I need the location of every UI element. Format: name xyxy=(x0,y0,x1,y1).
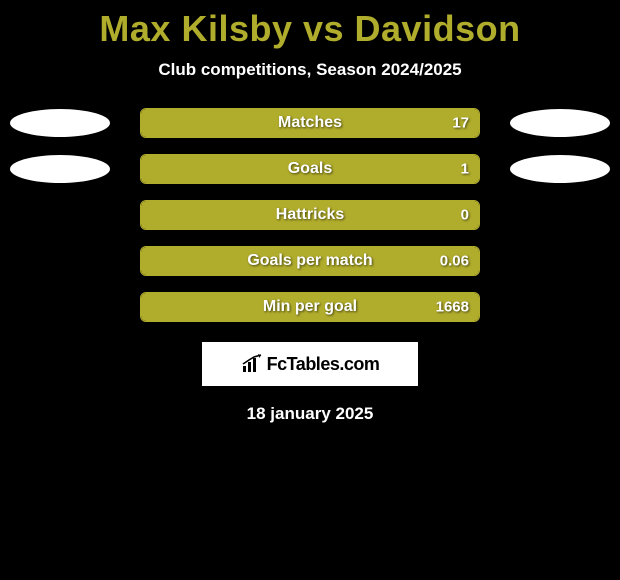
stat-value: 17 xyxy=(452,115,469,132)
stat-label: Goals xyxy=(288,160,332,178)
left-ellipse xyxy=(10,109,110,137)
stat-label: Hattricks xyxy=(276,206,344,224)
stat-bar: Min per goal 1668 xyxy=(140,292,480,322)
stat-label: Min per goal xyxy=(263,298,357,316)
footer-date: 18 january 2025 xyxy=(0,404,620,424)
stat-value: 0.06 xyxy=(440,253,469,270)
stat-value: 1668 xyxy=(436,299,469,316)
stat-label: Matches xyxy=(278,114,342,132)
stat-rows: Matches 17 Goals 1 Hattricks 0 xyxy=(0,108,620,322)
stat-bar: Goals 1 xyxy=(140,154,480,184)
stat-row: Hattricks 0 xyxy=(0,200,620,230)
logo: FcTables.com xyxy=(202,342,418,386)
page: Max Kilsby vs Davidson Club competitions… xyxy=(0,0,620,580)
stat-value: 1 xyxy=(461,161,469,178)
stat-row: Goals per match 0.06 xyxy=(0,246,620,276)
right-ellipse xyxy=(510,109,610,137)
stat-row: Matches 17 xyxy=(0,108,620,138)
chart-icon xyxy=(241,354,263,374)
right-ellipse xyxy=(510,155,610,183)
left-ellipse xyxy=(10,155,110,183)
logo-text: FcTables.com xyxy=(267,354,380,375)
stat-label: Goals per match xyxy=(247,252,372,270)
stat-bar: Goals per match 0.06 xyxy=(140,246,480,276)
stat-row: Goals 1 xyxy=(0,154,620,184)
stat-bar: Matches 17 xyxy=(140,108,480,138)
stat-bar: Hattricks 0 xyxy=(140,200,480,230)
page-subtitle: Club competitions, Season 2024/2025 xyxy=(0,60,620,80)
page-title: Max Kilsby vs Davidson xyxy=(0,0,620,50)
stat-value: 0 xyxy=(461,207,469,224)
stat-row: Min per goal 1668 xyxy=(0,292,620,322)
